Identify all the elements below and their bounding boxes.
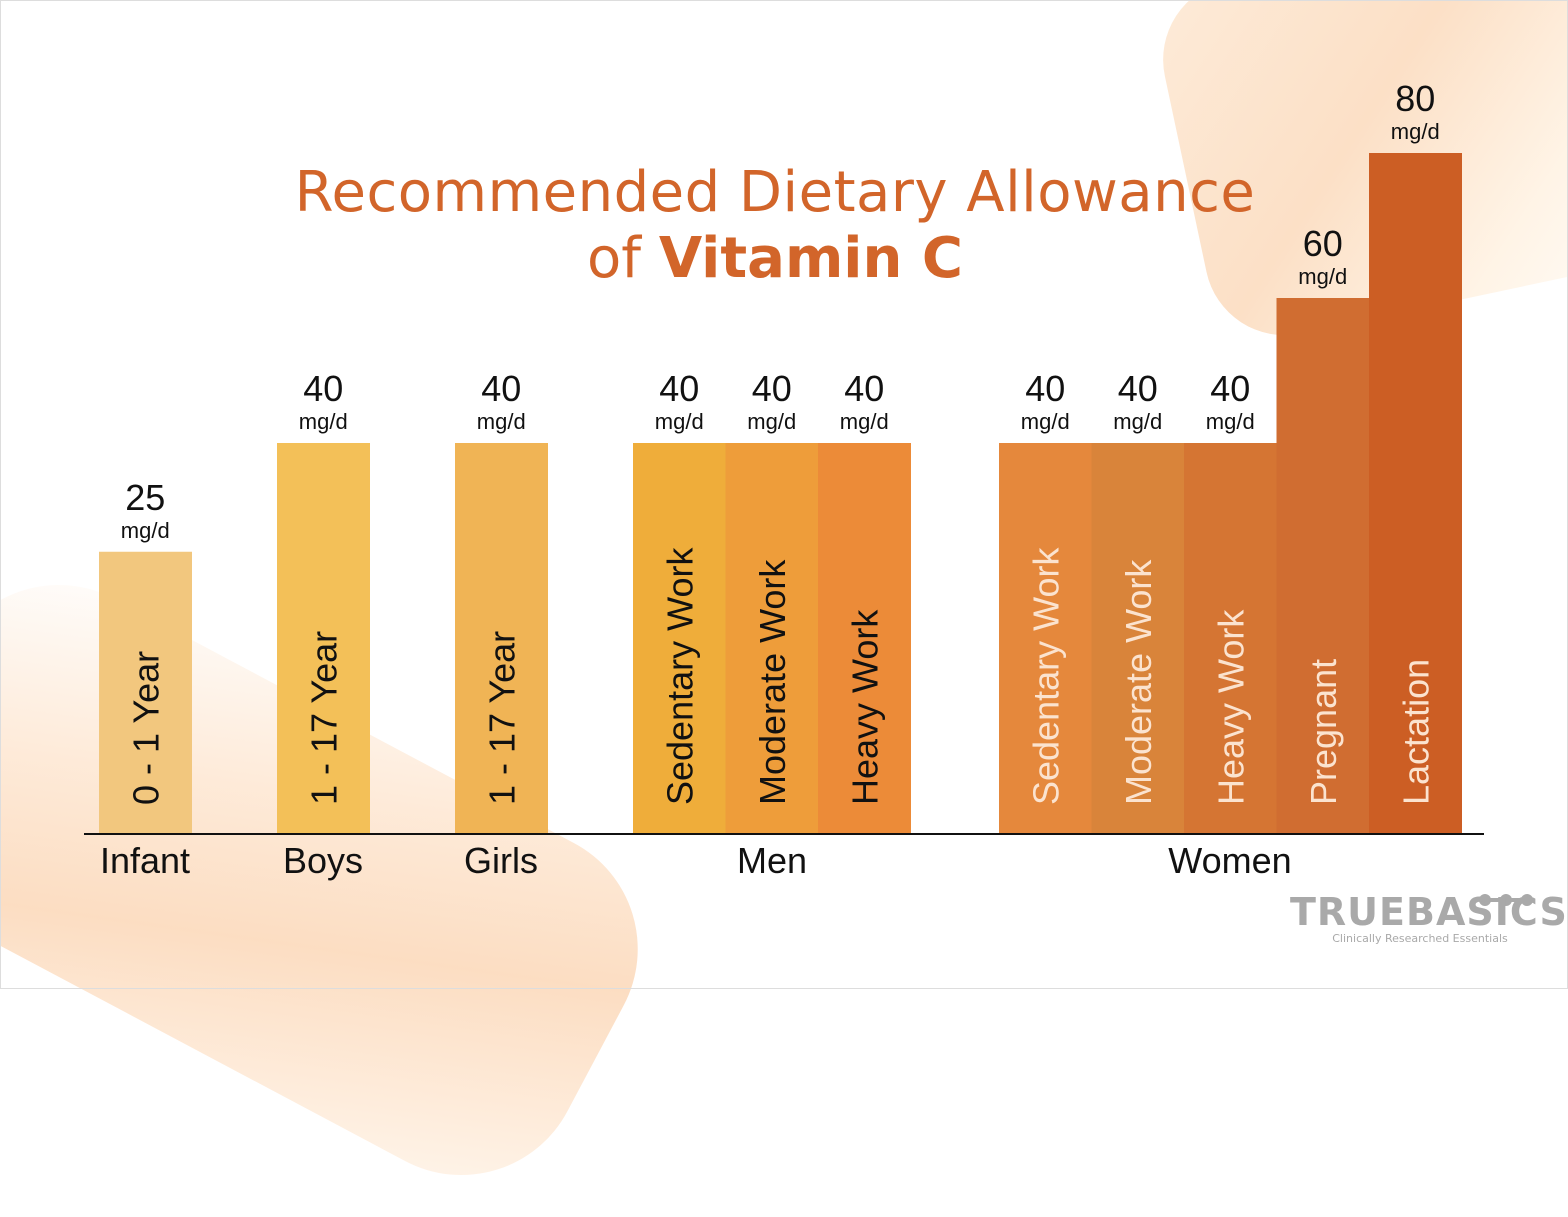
- bar: [1276, 298, 1370, 834]
- group-label: Boys: [283, 840, 363, 881]
- unit-label: mg/d: [121, 518, 170, 543]
- value-label: 40: [1118, 368, 1158, 409]
- value-label: 40: [659, 368, 699, 409]
- title-prefix: of: [587, 226, 659, 291]
- unit-label: mg/d: [747, 409, 796, 434]
- bar: [99, 551, 192, 834]
- unit-label: mg/d: [1021, 409, 1070, 434]
- group-label: Women: [1168, 840, 1291, 881]
- unit-label: mg/d: [1391, 119, 1440, 144]
- group-label: Men: [737, 840, 807, 881]
- group-label: Infant: [100, 840, 190, 881]
- bar-category-label: Sedentary Work: [1025, 547, 1066, 805]
- bar-category-label: Moderate Work: [1118, 559, 1159, 805]
- unit-label: mg/d: [477, 409, 526, 434]
- bar: [1091, 443, 1185, 834]
- unit-label: mg/d: [1113, 409, 1162, 434]
- logo: TRUEBASICS® Clinically Researched Essent…: [1290, 890, 1568, 945]
- value-label: 40: [1210, 368, 1250, 409]
- value-label: 40: [844, 368, 884, 409]
- bar-category-label: Moderate Work: [752, 559, 793, 805]
- unit-label: mg/d: [299, 409, 348, 434]
- unit-label: mg/d: [655, 409, 704, 434]
- value-label: 40: [752, 368, 792, 409]
- group-label: Girls: [464, 840, 538, 881]
- bar: [277, 443, 370, 834]
- unit-label: mg/d: [840, 409, 889, 434]
- logo-dots-icon: [1479, 894, 1533, 906]
- value-label: 40: [481, 368, 521, 409]
- value-label: 25: [125, 477, 165, 518]
- unit-label: mg/d: [1206, 409, 1255, 434]
- chart-title: Recommended Dietary Allowance: [294, 160, 1256, 225]
- bar-category-label: Heavy Work: [1210, 609, 1251, 805]
- bar-category-label: Pregnant: [1303, 659, 1344, 805]
- value-label: 80: [1395, 78, 1435, 119]
- bar: [725, 443, 819, 834]
- unit-label: mg/d: [1298, 264, 1347, 289]
- bar: [633, 443, 726, 834]
- bar: [999, 443, 1092, 834]
- value-label: 40: [303, 368, 343, 409]
- bar-category-label: Lactation: [1395, 659, 1436, 805]
- bar: [1184, 443, 1277, 834]
- bar-category-label: 0 - 1 Year: [125, 651, 166, 805]
- value-label: 40: [1025, 368, 1065, 409]
- bar: [1369, 153, 1462, 834]
- logo-tagline: Clinically Researched Essentials: [1332, 932, 1508, 945]
- bar-category-label: 1 - 17 Year: [303, 631, 344, 805]
- chart-subtitle: of Vitamin C: [0, 226, 1550, 291]
- bar: [818, 443, 911, 834]
- bar-category-label: 1 - 17 Year: [481, 631, 522, 805]
- bar-category-label: Sedentary Work: [659, 547, 700, 805]
- bar-category-label: Heavy Work: [844, 609, 885, 805]
- title-bold: Vitamin C: [658, 226, 963, 291]
- bar: [455, 443, 548, 834]
- logo-name: TRUEBASICS®: [1290, 890, 1568, 934]
- value-label: 60: [1303, 223, 1343, 264]
